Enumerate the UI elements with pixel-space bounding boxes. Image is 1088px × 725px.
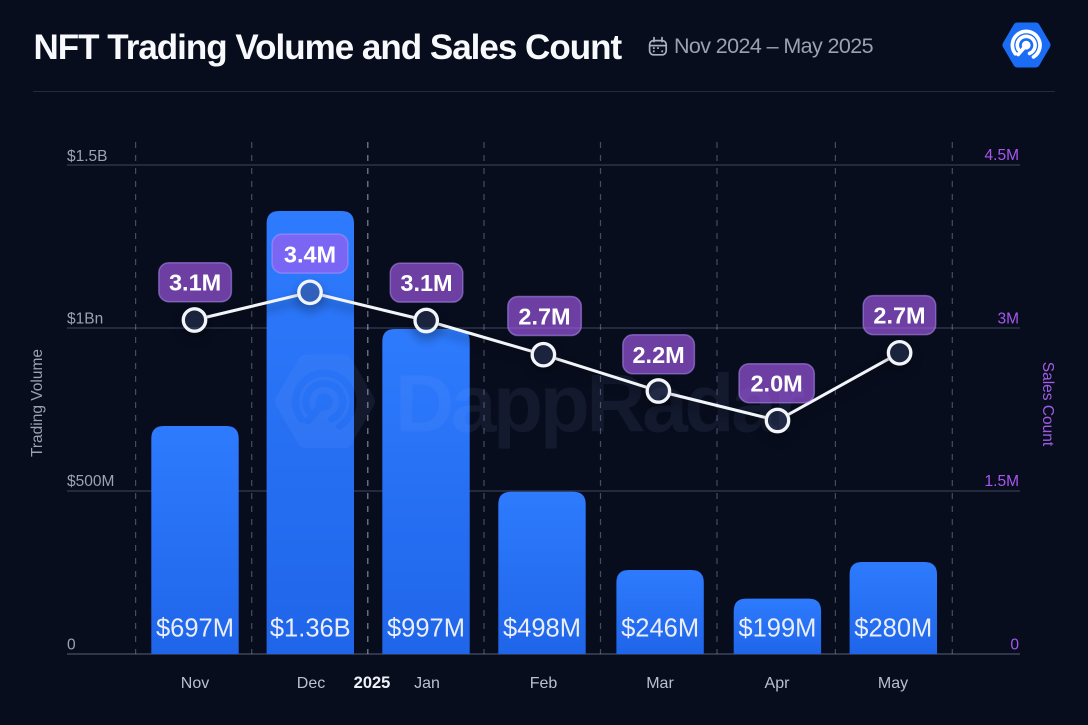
svg-text:3.1M: 3.1M <box>169 270 221 296</box>
svg-text:$246M: $246M <box>621 615 699 643</box>
svg-text:Nov: Nov <box>181 675 209 692</box>
svg-text:$199M: $199M <box>738 615 816 643</box>
svg-text:2.2M: 2.2M <box>632 342 684 368</box>
svg-text:0: 0 <box>1010 637 1019 654</box>
svg-text:$697M: $697M <box>156 615 234 643</box>
svg-text:2.0M: 2.0M <box>750 371 802 397</box>
svg-text:3M: 3M <box>997 311 1019 328</box>
svg-text:0: 0 <box>67 637 76 654</box>
svg-text:2.7M: 2.7M <box>873 303 925 329</box>
svg-text:Dec: Dec <box>297 675 325 692</box>
svg-text:Sales Count: Sales Count <box>1039 362 1056 447</box>
svg-text:Mar: Mar <box>646 675 674 692</box>
svg-text:3.4M: 3.4M <box>284 242 336 268</box>
svg-text:1.5M: 1.5M <box>985 473 1019 490</box>
svg-text:Trading Volume: Trading Volume <box>29 349 46 457</box>
svg-text:$280M: $280M <box>854 615 932 643</box>
svg-text:3.1M: 3.1M <box>400 270 452 296</box>
svg-text:$500M: $500M <box>67 473 114 490</box>
svg-text:Feb: Feb <box>530 675 558 692</box>
svg-text:May: May <box>878 675 908 692</box>
svg-text:2.7M: 2.7M <box>518 304 570 330</box>
svg-text:4.5M: 4.5M <box>985 147 1019 164</box>
svg-text:Jan: Jan <box>414 675 440 692</box>
svg-text:$997M: $997M <box>387 615 465 643</box>
svg-text:Apr: Apr <box>765 675 791 692</box>
svg-text:2025: 2025 <box>354 674 391 692</box>
svg-text:$498M: $498M <box>503 615 581 643</box>
svg-text:$1.36B: $1.36B <box>270 615 351 643</box>
svg-text:$1Bn: $1Bn <box>67 311 103 328</box>
svg-text:$1.5B: $1.5B <box>67 148 108 165</box>
